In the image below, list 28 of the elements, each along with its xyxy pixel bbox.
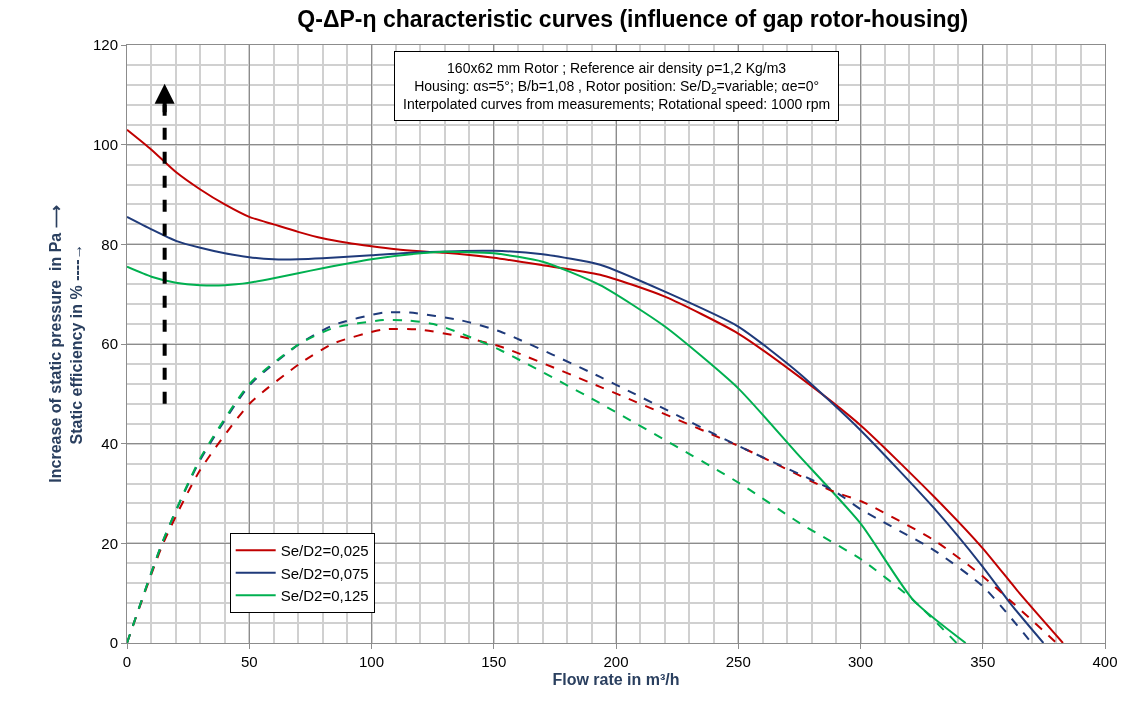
y-tick-label: 60 [101, 335, 118, 353]
x-tick-label: 250 [725, 653, 751, 670]
x-tick-label: 150 [481, 653, 507, 670]
y-tick-label: 80 [101, 235, 118, 253]
annotation: Housing: αs=5°; B/b=1,08 , Rotor position: Se/D$_{2}$=variable; αe=0° [414, 78, 820, 97]
y-tick-label: 20 [101, 534, 118, 552]
line-series [127, 128, 1064, 643]
line-series [127, 250, 967, 643]
annotation: 160x62 mm Rotor ; Reference air density ρ=1,2 Kg/m3 [447, 60, 787, 76]
x-tick-label: 300 [847, 653, 874, 670]
x-tick-label: 400 [1092, 653, 1118, 670]
x-tick-label: 200 [603, 653, 629, 670]
x-axis-title: Flow rate in m³/h [552, 670, 680, 688]
x-tick-label: 50 [240, 653, 258, 670]
line-series [127, 215, 1045, 643]
y-tick-label: 120 [92, 36, 118, 54]
y-axis-title: Increase of static pressure in Pa ⟶ Static efficiency in % ----→ [47, 205, 85, 483]
legend-label: Se/D2=0,075 [280, 564, 369, 582]
x-tick-label: 0 [122, 653, 132, 670]
legend-label: Se/D2=0,125 [280, 587, 369, 605]
x-tick-label: 100 [358, 653, 385, 670]
y-tick-label: 0 [109, 634, 118, 652]
annotation: Interpolated curves from measurements; Rotational speed: 1000 rpm [403, 96, 831, 113]
y-tick-label: 40 [101, 434, 118, 452]
y-tick-label: 100 [92, 135, 118, 153]
chart-title: Q-ΔP-η characteristic curves (influence of gap rotor-housing) [297, 5, 969, 32]
x-tick-label: 350 [970, 653, 996, 670]
legend-label: Se/D2=0,025 [280, 542, 369, 560]
